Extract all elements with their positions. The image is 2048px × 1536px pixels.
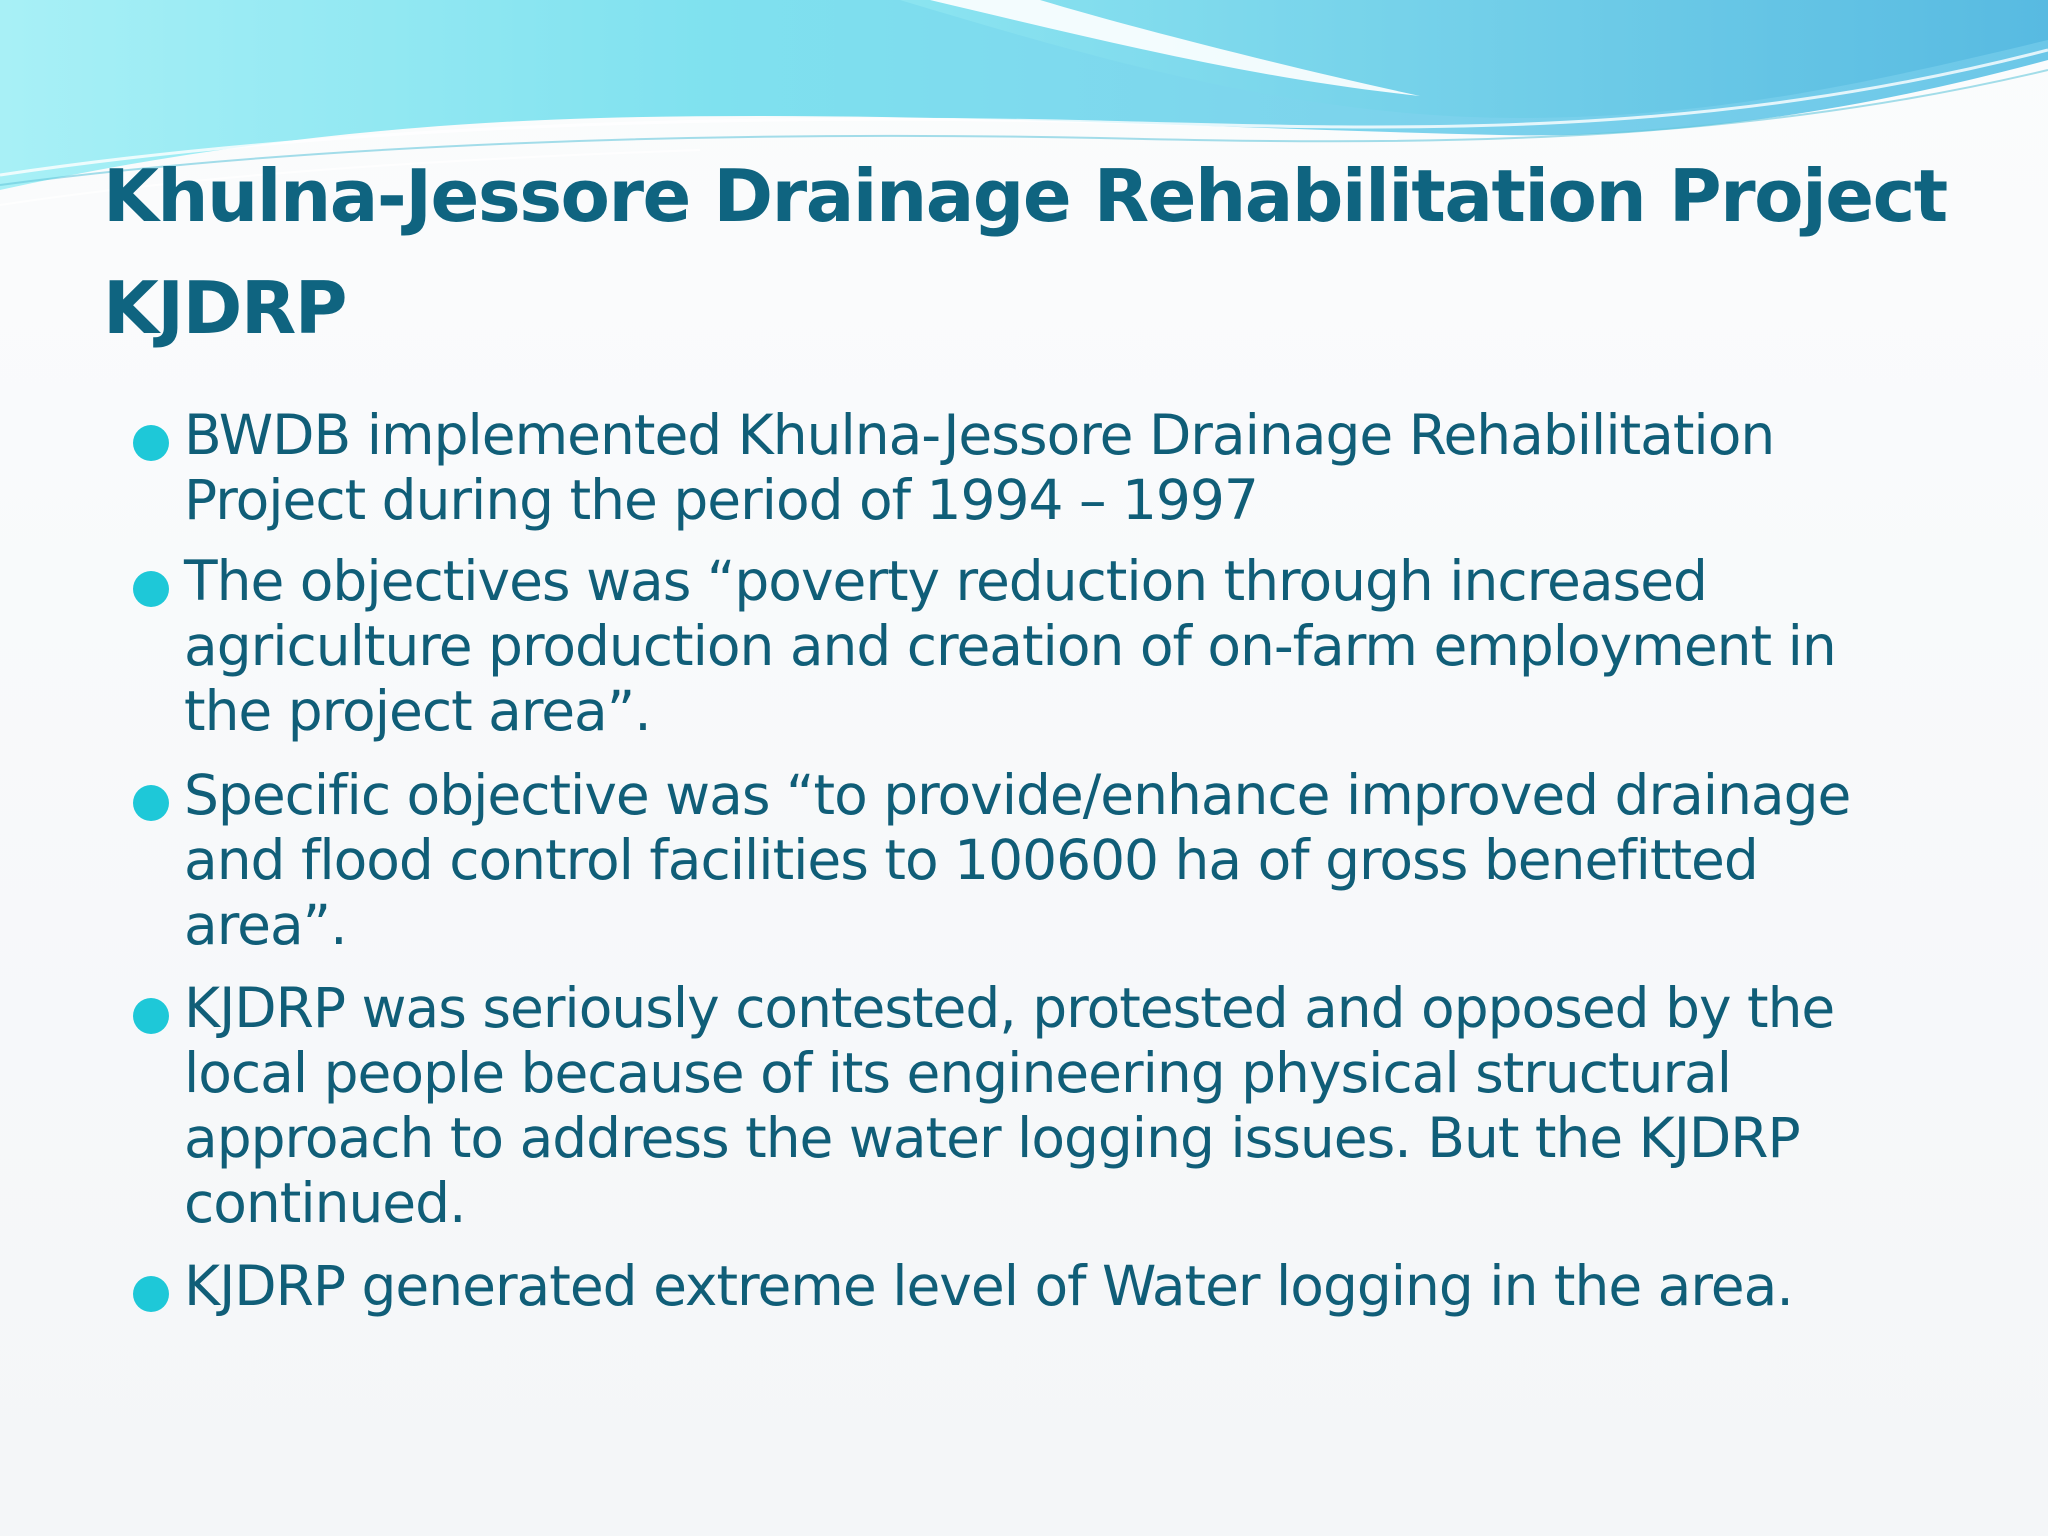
wave-header-decoration — [0, 0, 2048, 206]
slide-title-line: KJDRP — [103, 266, 348, 350]
bullet-line: Project during the period of 1994 – 1997 — [184, 468, 1259, 532]
bullet-text: The objectives was “poverty reduction th… — [184, 549, 1837, 744]
bullet-text: KJDRP was seriously contested, protested… — [184, 976, 1835, 1236]
bullet-line: KJDRP generated extreme level of Water l… — [184, 1254, 1794, 1318]
bullet-text: Specific objective was “to provide/enhan… — [184, 763, 1851, 958]
slide-title: Khulna-Jessore Drainage Rehabilitation P… — [103, 140, 1963, 364]
bullet-line: KJDRP was seriously contested, protested… — [184, 976, 1835, 1040]
bullet-line: and flood control facilities to 100600 h… — [184, 828, 1759, 892]
bullet-line: the project area”. — [184, 679, 652, 743]
bullet-dot-icon — [133, 1276, 169, 1312]
bullet-line: approach to address the water logging is… — [184, 1106, 1801, 1170]
bullet-dot-icon — [133, 998, 169, 1034]
bullet-line: area”. — [184, 893, 348, 957]
bullet-line: continued. — [184, 1171, 467, 1235]
bullet-line: agriculture production and creation of o… — [184, 614, 1837, 678]
bullet-text: BWDB implemented Khulna-Jessore Drainage… — [184, 403, 1775, 533]
bullet-dot-icon — [133, 425, 169, 461]
bullet-line: local people because of its engineering … — [184, 1041, 1732, 1105]
bullet-dot-icon — [133, 785, 169, 821]
bullet-dot-icon — [133, 571, 169, 607]
bullet-line: Specific objective was “to provide/enhan… — [184, 763, 1851, 827]
bullet-line: BWDB implemented Khulna-Jessore Drainage… — [184, 403, 1775, 467]
bullet-line: The objectives was “poverty reduction th… — [184, 549, 1708, 613]
slide-title-line: Khulna-Jessore Drainage Rehabilitation P… — [103, 154, 1948, 238]
bullet-text: KJDRP generated extreme level of Water l… — [184, 1254, 1794, 1319]
